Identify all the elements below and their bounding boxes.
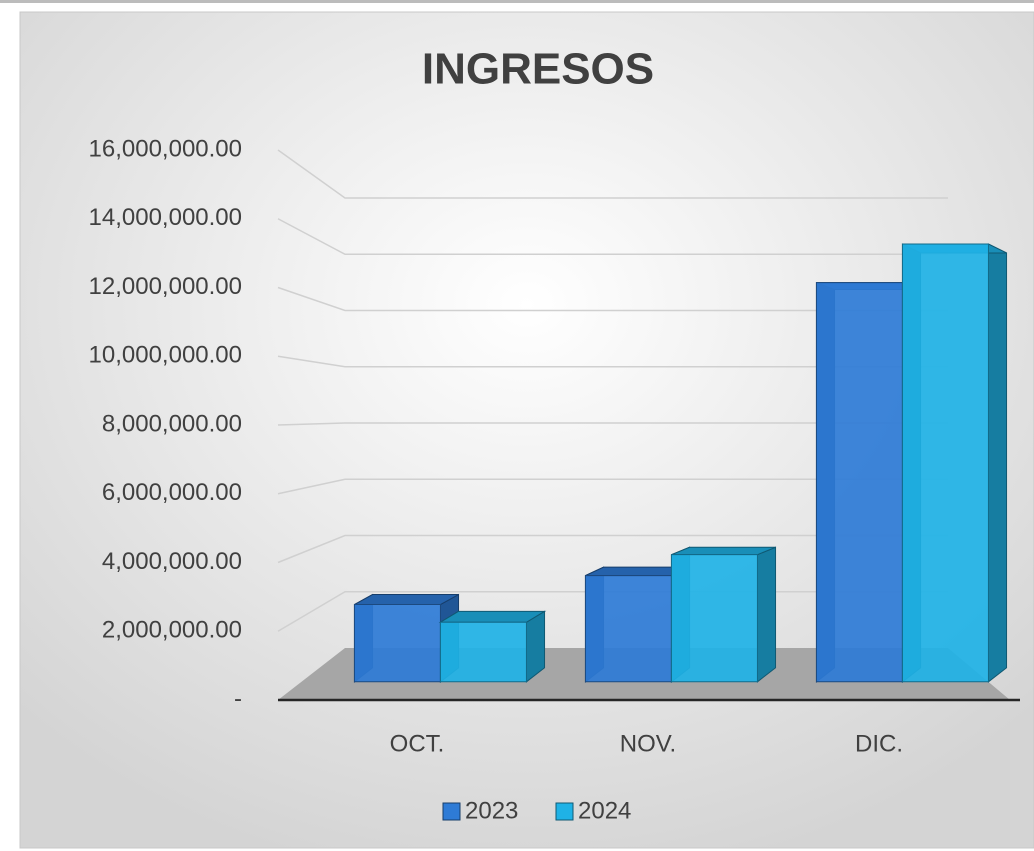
y-tick-label: 12,000,000.00 [89,273,242,300]
grid-line [277,149,948,199]
y-tick-label: 6,000,000.00 [102,479,242,506]
bar [815,281,922,683]
grid-line [277,478,948,495]
bar-top [438,610,547,623]
y-tick-label: 16,000,000.00 [89,135,242,162]
legend-label: 2024 [578,797,631,824]
grid-line [277,422,948,426]
grid-line [277,286,948,312]
y-tick-label: 14,000,000.00 [89,204,242,231]
grid-line [277,534,948,564]
y-tick-label: 10,000,000.00 [89,342,242,369]
x-tick-label: NOV. [620,730,676,757]
bar-front [584,575,672,683]
bar-side [987,243,1008,683]
x-tick-label: DIC. [855,730,903,757]
legend-swatch [442,802,461,821]
y-tick-label: 2,000,000.00 [102,617,242,644]
bar-side [756,546,777,683]
legend-swatch [555,802,574,821]
x-tick-label: OCT. [390,730,445,757]
bar [670,546,777,683]
bar [438,610,547,683]
bar-front [439,621,527,683]
bar-top [671,546,776,556]
bar-front [901,243,989,683]
top-border [0,0,1034,3]
legend-label: 2023 [465,797,518,824]
y-tick-label: 8,000,000.00 [102,410,242,437]
grid-line [277,355,948,368]
bar-front [815,282,903,683]
bar-front [353,604,441,683]
bar [901,243,1008,683]
bar-front [670,554,758,683]
grid-line [277,218,948,255]
y-tick-label: 4,000,000.00 [102,548,242,575]
chart-title: INGRESOS [422,45,654,94]
bar-top [354,594,459,606]
y-tick-label: - [234,685,242,712]
